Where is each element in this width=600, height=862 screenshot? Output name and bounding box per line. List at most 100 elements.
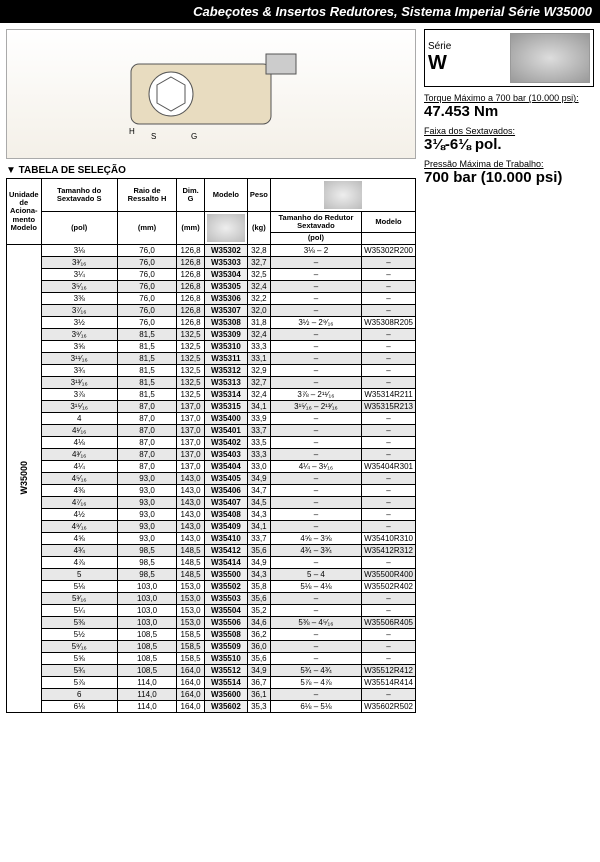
model: W35503 (204, 593, 247, 605)
peso: 34,9 (247, 473, 270, 485)
dim-g: 153,0 (177, 605, 205, 617)
table-row: 3¹⁵⁄₁₆87,0137,0W3531534,13¹⁵⁄₁₆ – 2¹³⁄₁₆… (7, 401, 416, 413)
model: W35409 (204, 521, 247, 533)
hex-size: 3½ (41, 317, 117, 329)
hex-size: 4⁵⁄₁₆ (41, 473, 117, 485)
hex-size: 3⅜ (41, 293, 117, 305)
dim-g: 164,0 (177, 689, 205, 701)
reducer-hex: – (270, 257, 361, 269)
svg-text:S: S (151, 132, 156, 141)
raio-h: 87,0 (117, 449, 176, 461)
reducer-hex: – (270, 425, 361, 437)
table-row: 5⅞114,0164,0W3551436,75⅞ – 4⅞W35514R414 (7, 677, 416, 689)
hex-size: 3¹¹⁄₁₆ (41, 353, 117, 365)
raio-h: 98,5 (117, 557, 176, 569)
raio-h: 81,5 (117, 377, 176, 389)
raio-h: 87,0 (117, 401, 176, 413)
reducer-model: W35506R405 (362, 617, 416, 629)
reducer-hex: 5⅞ – 4⅞ (270, 677, 361, 689)
peso: 33,5 (247, 437, 270, 449)
reducer-model: – (362, 413, 416, 425)
page-title: Cabeçotes & Insertos Redutores, Sistema … (0, 0, 600, 23)
hex-size: 3⁵⁄₁₆ (41, 281, 117, 293)
reducer-hex: 3⅛ – 2 (270, 245, 361, 257)
reducer-hex: 3⅞ – 2¹¹⁄₁₆ (270, 389, 361, 401)
table-row: 4⅜93,0143,0W3540634,7–– (7, 485, 416, 497)
raio-h: 87,0 (117, 413, 176, 425)
table-row: 4⁵⁄₁₆93,0143,0W3540534,9–– (7, 473, 416, 485)
dim-g: 126,8 (177, 293, 205, 305)
reducer-hex: – (270, 413, 361, 425)
table-row: 4¹⁄₁₆87,0137,0W3540133,7–– (7, 425, 416, 437)
dim-g: 164,0 (177, 701, 205, 713)
reducer-hex: – (270, 341, 361, 353)
hex-size: 3⅛ (41, 245, 117, 257)
reducer-model: – (362, 341, 416, 353)
reducer-hex: 4¼ – 3¹⁄₁₆ (270, 461, 361, 473)
model: W35506 (204, 617, 247, 629)
model: W35311 (204, 353, 247, 365)
hex-size: 3⅞ (41, 389, 117, 401)
dim-g: 153,0 (177, 593, 205, 605)
peso: 34,6 (247, 617, 270, 629)
raio-h: 98,5 (117, 545, 176, 557)
reducer-hex: 4¾ – 3¾ (270, 545, 361, 557)
table-row: 3¾81,5132,5W3531232,9–– (7, 365, 416, 377)
hex-size: 5⅝ (41, 653, 117, 665)
raio-h: 87,0 (117, 461, 176, 473)
table-row: 3¹³⁄₁₆81,5132,5W3531332,7–– (7, 377, 416, 389)
hex-size: 5⅞ (41, 677, 117, 689)
dim-g: 164,0 (177, 665, 205, 677)
model: W35309 (204, 329, 247, 341)
spec-faixa: Faixa dos Sextavados: 3⅛-6⅛ pol. (424, 126, 594, 153)
model: W35602 (204, 701, 247, 713)
peso: 35,2 (247, 605, 270, 617)
table-row: 5⅛103,0153,0W3550235,85⅛ – 4⅛W35502R402 (7, 581, 416, 593)
dim-g: 143,0 (177, 509, 205, 521)
peso: 36,0 (247, 641, 270, 653)
table-row: 6114,0164,0W3560036,1–– (7, 689, 416, 701)
model: W35400 (204, 413, 247, 425)
peso: 32,9 (247, 365, 270, 377)
dim-g: 132,5 (177, 389, 205, 401)
model: W35310 (204, 341, 247, 353)
model: W35312 (204, 365, 247, 377)
model: W35410 (204, 533, 247, 545)
dim-g: 126,8 (177, 305, 205, 317)
dim-g: 137,0 (177, 437, 205, 449)
raio-h: 108,5 (117, 629, 176, 641)
reducer-model: – (362, 281, 416, 293)
raio-h: 114,0 (117, 677, 176, 689)
dim-g: 143,0 (177, 473, 205, 485)
table-row: 5½108,5158,5W3550836,2–– (7, 629, 416, 641)
table-row: 3½76,0126,8W3530831,83½ – 2⁹⁄₁₆W35308R20… (7, 317, 416, 329)
dim-g: 143,0 (177, 533, 205, 545)
reducer-hex: – (270, 509, 361, 521)
model: W35600 (204, 689, 247, 701)
table-row: 5¼103,0153,0W3550435,2–– (7, 605, 416, 617)
reducer-hex: – (270, 629, 361, 641)
raio-h: 81,5 (117, 329, 176, 341)
hex-size: 3⁷⁄₁₆ (41, 305, 117, 317)
raio-h: 81,5 (117, 389, 176, 401)
series-label: Série (428, 41, 506, 52)
hex-size: 6 (41, 689, 117, 701)
dim-g: 143,0 (177, 485, 205, 497)
reducer-hex: – (270, 293, 361, 305)
reducer-model: W35502R402 (362, 581, 416, 593)
hex-size: 4⅝ (41, 533, 117, 545)
hex-size: 3¹⁵⁄₁₆ (41, 401, 117, 413)
reducer-model: W35412R312 (362, 545, 416, 557)
reducer-model: – (362, 641, 416, 653)
table-row: 5⅝108,5158,5W3551035,6–– (7, 653, 416, 665)
model: W35304 (204, 269, 247, 281)
reducer-model: W35514R414 (362, 677, 416, 689)
raio-h: 108,5 (117, 653, 176, 665)
reducer-model: – (362, 485, 416, 497)
hex-size: 4¹⁄₁₆ (41, 425, 117, 437)
th-redmodel: Modelo (362, 212, 416, 233)
dim-g: 143,0 (177, 521, 205, 533)
spec-faixa-label: Faixa dos Sextavados: (424, 126, 594, 136)
series-name: W (428, 52, 506, 75)
raio-h: 87,0 (117, 425, 176, 437)
